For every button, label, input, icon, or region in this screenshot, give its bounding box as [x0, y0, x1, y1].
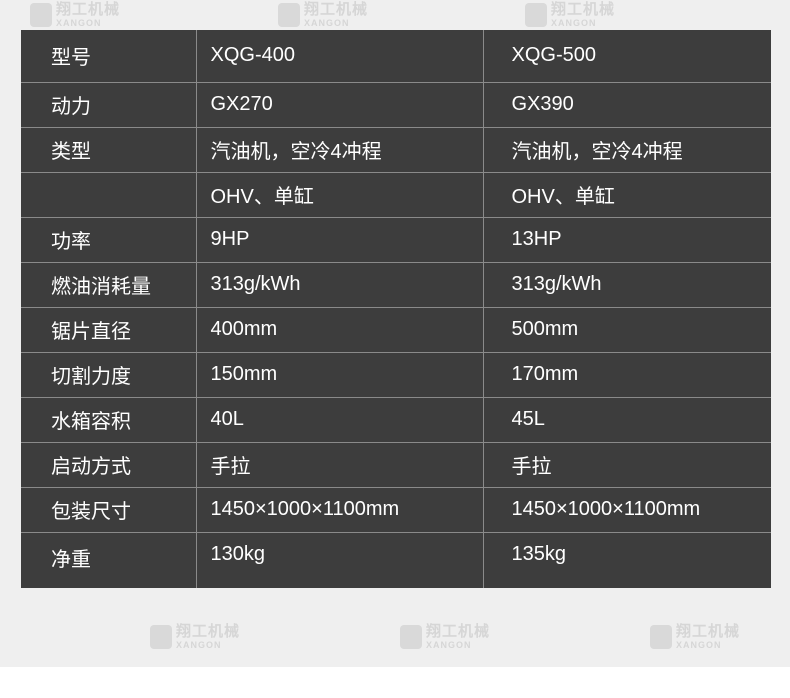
table-row: 净重 130kg 135kg [21, 531, 771, 588]
watermark-logo: 翔工机械 XANGON [525, 2, 615, 28]
spec-value: 40L [195, 396, 484, 443]
spec-value: 13HP [482, 216, 771, 263]
spec-value: 313g/kWh [195, 261, 484, 308]
watermark-logo: 翔工机械 XANGON [400, 624, 490, 650]
spec-value: 汽油机，空冷4冲程 [482, 126, 771, 173]
spec-label [21, 171, 197, 218]
spec-value: OHV、单缸 [482, 171, 771, 218]
watermark-name: 翔工机械 [551, 1, 616, 18]
table-row: 动力 GX270 GX390 [21, 81, 771, 128]
watermark-sub: XANGON [304, 18, 350, 28]
spec-value: XQG-400 [195, 30, 484, 83]
table-row: 水箱容积 40L 45L [21, 396, 771, 443]
logo-icon [650, 625, 672, 649]
spec-value: 500mm [482, 306, 771, 353]
spec-value: 9HP [195, 216, 484, 263]
watermark-name: 翔工机械 [56, 1, 121, 18]
spec-value: OHV、单缸 [195, 171, 484, 218]
logo-icon [525, 3, 547, 27]
logo-icon [278, 3, 300, 27]
watermark-logo: 翔工机械 XANGON [30, 2, 120, 28]
spec-value: 汽油机，空冷4冲程 [195, 126, 484, 173]
watermark-sub: XANGON [56, 18, 102, 28]
spec-value: 45L [482, 396, 771, 443]
table-row: 燃油消耗量 313g/kWh 313g/kWh [21, 261, 771, 308]
spec-label: 净重 [21, 531, 197, 588]
spec-value: 1450×1000×1100mm [482, 486, 771, 533]
spec-label: 动力 [21, 81, 197, 128]
spec-label: 类型 [21, 126, 197, 173]
watermark-sub: XANGON [176, 640, 222, 650]
spec-value: 170mm [482, 351, 771, 398]
logo-icon [400, 625, 422, 649]
spec-label: 功率 [21, 216, 197, 263]
watermark-logo: 翔工机械 XANGON [650, 624, 740, 650]
spec-value: GX270 [195, 81, 484, 128]
table-row: 型号 XQG-400 XQG-500 [21, 30, 771, 83]
spec-label: 锯片直径 [21, 306, 197, 353]
spec-value: 313g/kWh [482, 261, 771, 308]
watermark-name: 翔工机械 [304, 1, 369, 18]
spec-table: 型号 XQG-400 XQG-500 动力 GX270 GX390 类型 汽油机，空冷4冲程汽… [21, 30, 771, 588]
spec-value: XQG-500 [482, 30, 771, 83]
spec-value: 手拉 [195, 441, 484, 488]
spec-label: 切割力度 [21, 351, 197, 398]
watermark-logo: 翔工机械 XANGON [150, 624, 240, 650]
spec-label: 包装尺寸 [21, 486, 197, 533]
watermark-name: 翔工机械 [176, 623, 241, 640]
table-row: 锯片直径 400mm 500mm [21, 306, 771, 353]
spec-value: GX390 [482, 81, 771, 128]
table-row: 包装尺寸 1450×1000×1100mm 1450×1000×1100mm [21, 486, 771, 533]
table-row: 启动方式 手拉 手拉 [21, 441, 771, 488]
logo-icon [30, 3, 52, 27]
watermark-sub: XANGON [426, 640, 472, 650]
table-row: 类型 汽油机，空冷4冲程 汽油机，空冷4冲程 [21, 126, 771, 173]
spec-value: 1450×1000×1100mm [195, 486, 484, 533]
watermark-sub: XANGON [551, 18, 597, 28]
watermark-sub: XANGON [676, 640, 722, 650]
spec-value: 手拉 [482, 441, 771, 488]
spec-value: 130kg [195, 531, 484, 588]
logo-icon [150, 625, 172, 649]
spec-value: 135kg [482, 531, 771, 588]
spec-label: 启动方式 [21, 441, 197, 488]
spec-label: 型号 [21, 30, 197, 83]
spec-label: 燃油消耗量 [21, 261, 197, 308]
table-row: 切割力度 150mm 170mm [21, 351, 771, 398]
table-row: 功率 9HP 13HP [21, 216, 771, 263]
watermark-name: 翔工机械 [676, 623, 741, 640]
watermark-name: 翔工机械 [426, 623, 491, 640]
watermark-logo: 翔工机械 XANGON [278, 2, 368, 28]
spec-value: 150mm [195, 351, 484, 398]
table-row: OHV、单缸 OHV、单缸 [21, 171, 771, 218]
spec-value: 400mm [195, 306, 484, 353]
spec-label: 水箱容积 [21, 396, 197, 443]
